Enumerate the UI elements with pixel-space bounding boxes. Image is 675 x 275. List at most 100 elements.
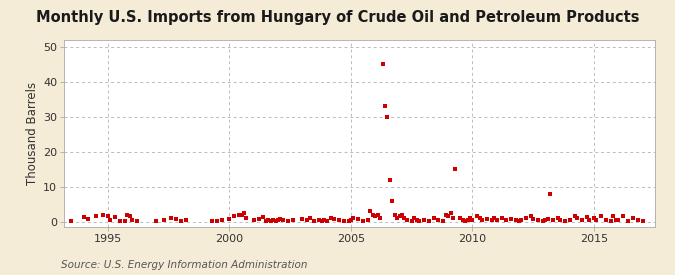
Point bbox=[467, 218, 478, 222]
Point bbox=[394, 214, 405, 219]
Point bbox=[605, 218, 616, 223]
Point bbox=[428, 216, 439, 220]
Point bbox=[159, 218, 169, 222]
Point bbox=[399, 216, 410, 220]
Point bbox=[487, 218, 497, 222]
Point bbox=[547, 218, 558, 222]
Point bbox=[261, 218, 271, 223]
Point bbox=[263, 218, 273, 222]
Point bbox=[317, 219, 327, 223]
Y-axis label: Thousand Barrels: Thousand Barrels bbox=[26, 82, 39, 185]
Point bbox=[270, 218, 281, 223]
Point bbox=[440, 213, 451, 217]
Point bbox=[555, 218, 566, 222]
Point bbox=[389, 213, 400, 217]
Point bbox=[375, 216, 385, 220]
Point bbox=[319, 218, 329, 222]
Point bbox=[537, 218, 548, 223]
Point bbox=[601, 218, 612, 222]
Point bbox=[402, 218, 412, 222]
Point bbox=[132, 219, 142, 223]
Point bbox=[365, 209, 376, 213]
Point bbox=[287, 218, 298, 222]
Point bbox=[66, 219, 77, 223]
Point bbox=[229, 214, 240, 219]
Point bbox=[387, 199, 398, 203]
Point bbox=[520, 216, 531, 220]
Point bbox=[406, 218, 417, 223]
Point bbox=[171, 217, 182, 221]
Point bbox=[385, 177, 396, 182]
Point bbox=[608, 214, 619, 219]
Point bbox=[268, 218, 279, 222]
Point bbox=[637, 218, 648, 223]
Point bbox=[632, 218, 643, 222]
Point bbox=[552, 216, 563, 220]
Point bbox=[475, 216, 485, 220]
Point bbox=[151, 218, 162, 223]
Point bbox=[122, 213, 133, 218]
Point bbox=[516, 218, 526, 222]
Point bbox=[362, 218, 373, 222]
Point bbox=[304, 216, 315, 220]
Point bbox=[455, 216, 466, 220]
Point bbox=[212, 219, 223, 223]
Point bbox=[321, 218, 332, 223]
Point bbox=[460, 218, 470, 223]
Point bbox=[569, 214, 580, 219]
Point bbox=[501, 218, 512, 222]
Point bbox=[448, 216, 458, 220]
Point bbox=[528, 217, 539, 221]
Point bbox=[180, 218, 191, 222]
Point bbox=[207, 218, 218, 223]
Point bbox=[353, 217, 364, 221]
Point bbox=[613, 218, 624, 222]
Point bbox=[618, 214, 628, 219]
Point bbox=[446, 211, 456, 215]
Point bbox=[258, 215, 269, 220]
Point bbox=[127, 218, 138, 222]
Point bbox=[610, 218, 621, 222]
Point bbox=[564, 218, 575, 222]
Point bbox=[358, 218, 369, 223]
Point bbox=[265, 219, 276, 223]
Point bbox=[513, 218, 524, 223]
Point bbox=[241, 216, 252, 220]
Point bbox=[338, 218, 349, 223]
Point bbox=[302, 218, 313, 222]
Point bbox=[314, 218, 325, 222]
Point bbox=[348, 216, 358, 220]
Point bbox=[90, 214, 101, 219]
Point bbox=[275, 217, 286, 221]
Text: Source: U.S. Energy Information Administration: Source: U.S. Energy Information Administ… bbox=[61, 260, 307, 270]
Point bbox=[78, 215, 89, 220]
Point bbox=[392, 216, 402, 220]
Point bbox=[482, 217, 493, 221]
Point bbox=[370, 214, 381, 219]
Point bbox=[379, 104, 390, 108]
Point bbox=[506, 217, 517, 221]
Point bbox=[253, 217, 264, 221]
Point bbox=[411, 218, 422, 222]
Point bbox=[224, 217, 235, 221]
Point bbox=[438, 218, 449, 223]
Point bbox=[124, 214, 135, 219]
Point bbox=[543, 217, 554, 221]
Point bbox=[238, 211, 249, 215]
Point bbox=[83, 217, 94, 221]
Point bbox=[533, 218, 543, 222]
Point bbox=[462, 218, 473, 222]
Point bbox=[591, 218, 602, 222]
Point bbox=[443, 214, 454, 219]
Point bbox=[433, 218, 444, 222]
Point bbox=[622, 218, 633, 223]
Point bbox=[572, 216, 583, 220]
Text: Monthly U.S. Imports from Hungary of Crude Oil and Petroleum Products: Monthly U.S. Imports from Hungary of Cru… bbox=[36, 10, 639, 25]
Point bbox=[115, 218, 126, 223]
Point bbox=[576, 218, 587, 222]
Point bbox=[581, 215, 592, 220]
Point bbox=[297, 217, 308, 221]
Point bbox=[326, 216, 337, 220]
Point bbox=[397, 213, 408, 217]
Point bbox=[377, 62, 388, 67]
